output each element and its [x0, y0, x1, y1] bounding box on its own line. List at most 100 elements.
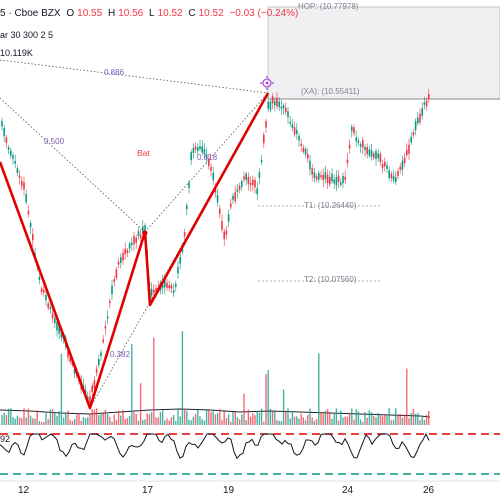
volume-bar — [186, 410, 188, 425]
volume-bar — [21, 418, 23, 425]
candle-body — [373, 153, 375, 158]
volume-bar — [56, 415, 58, 425]
volume-bar — [161, 410, 164, 425]
volume-bar — [146, 413, 148, 425]
candle-body — [315, 176, 318, 180]
volume-bar — [346, 416, 349, 425]
volume-bar — [32, 418, 34, 425]
candle-body — [40, 288, 43, 293]
volume-bar — [335, 408, 338, 425]
volume-bar — [25, 417, 27, 425]
volume-bar — [126, 418, 129, 425]
volume-bar — [304, 420, 307, 425]
candle-body — [348, 144, 351, 149]
candle-body — [139, 234, 142, 238]
candle-body — [249, 182, 252, 186]
candle-body — [291, 124, 294, 128]
candle-body — [280, 106, 283, 109]
candlestick-series — [1, 88, 430, 409]
volume-bar — [375, 417, 377, 425]
volume-bar — [190, 420, 192, 425]
candle-body — [384, 161, 386, 167]
volume-bar — [252, 413, 254, 425]
volume-bar — [18, 417, 21, 425]
candle-body — [357, 140, 360, 143]
volume-bar — [401, 417, 404, 425]
candle-body — [419, 113, 421, 123]
volume-bar — [106, 414, 109, 425]
candle-body — [359, 143, 362, 147]
fib-line-618 — [144, 92, 269, 233]
candle-body — [368, 149, 371, 156]
volume-bar — [282, 389, 285, 425]
candle-body — [155, 288, 157, 292]
candle-body — [335, 176, 338, 186]
candle-body — [106, 316, 109, 319]
volume-bar — [388, 408, 390, 425]
volume-bar — [164, 420, 166, 425]
candle-body — [265, 120, 267, 128]
volume-bar — [370, 412, 373, 425]
volume-bar — [421, 415, 423, 425]
volume-bar — [392, 419, 395, 425]
volume-bar — [120, 415, 122, 425]
candle-body — [111, 285, 113, 295]
candle-body — [188, 182, 190, 188]
volume-bar — [12, 417, 14, 425]
volume-bar — [373, 415, 375, 425]
volume-bar — [355, 409, 357, 425]
candle-body — [14, 161, 16, 164]
candle-body — [388, 170, 390, 178]
volume-bar — [139, 383, 142, 425]
candle-body — [131, 242, 133, 245]
fib-label-500: 0.500 — [44, 137, 65, 146]
candle-body — [287, 111, 289, 118]
volume-bar — [45, 413, 47, 425]
candle-body — [362, 140, 364, 148]
volume-bar — [221, 420, 223, 425]
low-label: L — [149, 8, 155, 19]
candle-body — [51, 313, 54, 319]
candle-body — [403, 157, 406, 164]
candle-body — [428, 94, 430, 100]
volume-bar — [65, 412, 67, 425]
candle-body — [164, 280, 166, 288]
volume-bar — [351, 408, 353, 425]
volume-bar — [133, 412, 135, 425]
candle-body — [258, 172, 261, 178]
volume-bar — [311, 417, 313, 425]
candle-body — [208, 158, 210, 167]
volume-bar — [357, 411, 360, 425]
candle-body — [197, 147, 199, 151]
candle-body — [5, 137, 8, 143]
candle-body — [274, 100, 276, 106]
candle-body — [25, 194, 27, 203]
volume-bar — [225, 418, 228, 425]
candle-body — [84, 390, 87, 394]
volume-bar — [159, 412, 162, 425]
candle-body — [300, 143, 302, 146]
volume-bar — [144, 419, 146, 425]
candle-body — [95, 369, 98, 373]
volume-bar — [247, 409, 250, 425]
volume-bar — [428, 410, 430, 425]
candle-body — [23, 182, 25, 190]
volume-bar — [113, 414, 115, 425]
hop-level-label: HOP: (10.77978) — [298, 2, 359, 11]
volume-bar — [212, 410, 214, 425]
candle-body — [212, 172, 214, 181]
volume-bar — [23, 408, 25, 425]
volume-bar — [353, 419, 355, 425]
volume-bar — [188, 419, 190, 425]
candle-body — [278, 101, 280, 108]
volume-bar — [364, 412, 366, 425]
candle-body — [346, 159, 349, 164]
x-tick-12: 12 — [18, 485, 30, 496]
candle-body — [56, 321, 58, 331]
candle-body — [406, 149, 408, 156]
volume-bar — [122, 409, 124, 425]
candle-body — [201, 146, 203, 153]
candle-body — [133, 235, 135, 245]
